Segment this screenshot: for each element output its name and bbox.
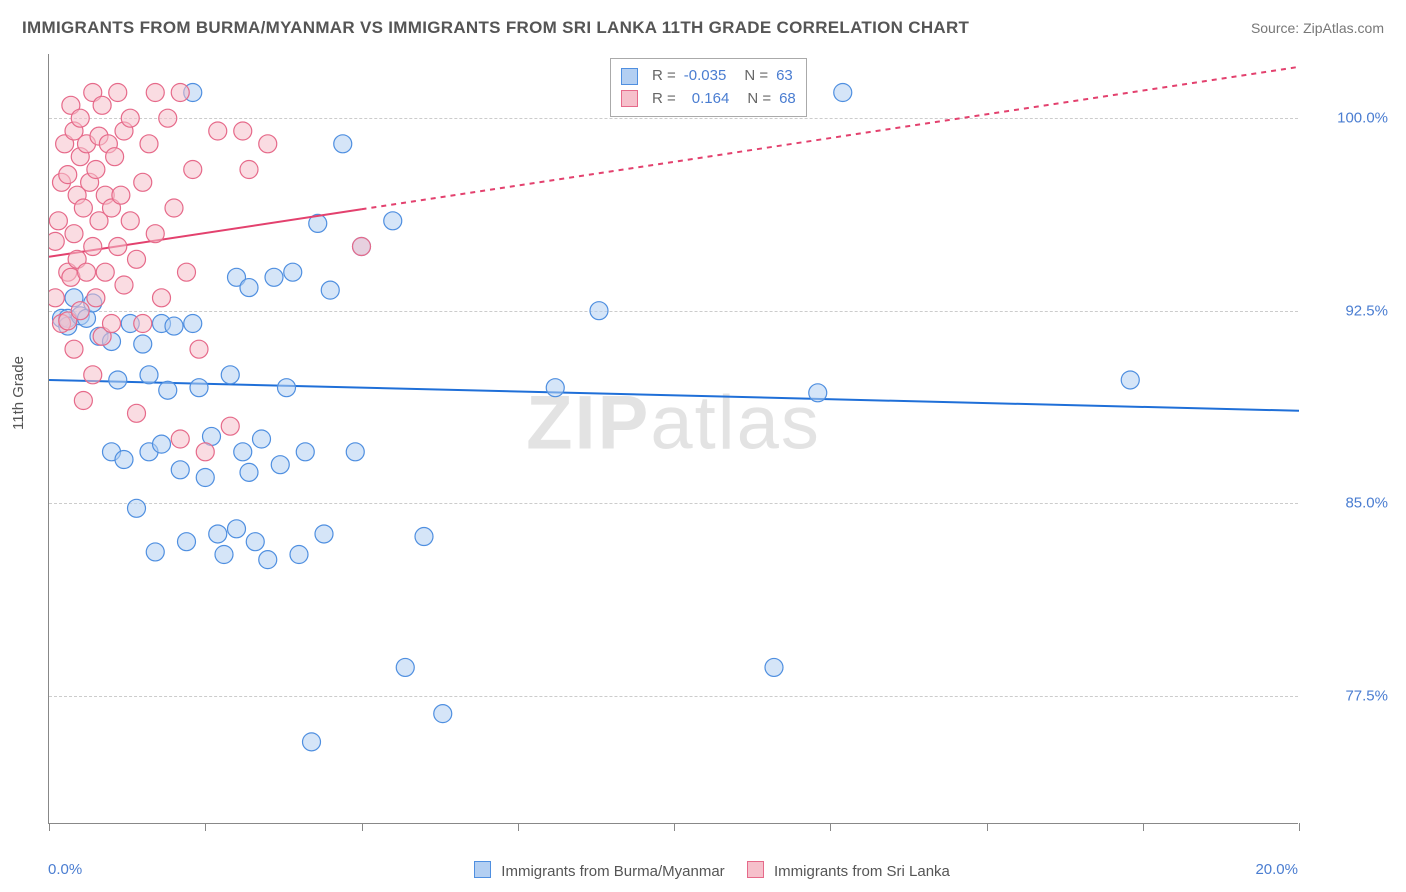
x-tick: [1299, 823, 1300, 831]
legend-label-1: Immigrants from Sri Lanka: [774, 863, 950, 880]
bottom-legend: Immigrants from Burma/Myanmar Immigrants…: [0, 861, 1406, 880]
top-legend: R =-0.035 N =63 R =0.164 N =68: [610, 58, 807, 117]
source-label: Source: ZipAtlas.com: [1251, 20, 1384, 36]
x-tick: [362, 823, 363, 831]
y-tick-label: 85.0%: [1345, 495, 1388, 512]
legend-row-0: R =-0.035 N =63: [621, 65, 796, 88]
x-tick: [987, 823, 988, 831]
y-tick-label: 92.5%: [1345, 302, 1388, 319]
legend-label-0: Immigrants from Burma/Myanmar: [501, 863, 724, 880]
x-tick: [674, 823, 675, 831]
y-tick-label: 100.0%: [1337, 110, 1388, 127]
legend-swatch-icon: [621, 90, 638, 107]
y-tick-label: 77.5%: [1345, 687, 1388, 704]
legend-swatch-icon: [621, 68, 638, 85]
chart-title: IMMIGRANTS FROM BURMA/MYANMAR VS IMMIGRA…: [22, 18, 969, 38]
x-tick: [1143, 823, 1144, 831]
x-tick: [518, 823, 519, 831]
x-tick: [205, 823, 206, 831]
chart-svg: [49, 54, 1299, 824]
plot-area: ZIPatlas: [48, 54, 1298, 824]
legend-swatch-0: [474, 861, 491, 878]
legend-swatch-1: [747, 861, 764, 878]
x-tick: [830, 823, 831, 831]
x-tick: [49, 823, 50, 831]
y-axis-label: 11th Grade: [10, 356, 27, 430]
legend-row-1: R =0.164 N =68: [621, 88, 796, 111]
